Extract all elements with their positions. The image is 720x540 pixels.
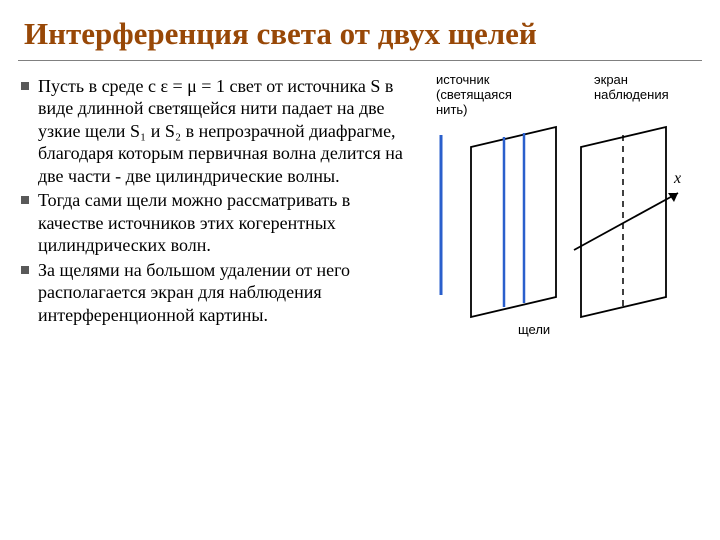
label-screen: экран наблюдения xyxy=(594,73,669,103)
page-title: Интерференция света от двух щелей xyxy=(18,12,702,61)
label-slits: щели xyxy=(518,323,550,338)
label-source: источник (светящаяся нить) xyxy=(436,73,512,118)
axis-label: x xyxy=(673,170,681,187)
figure-column: источник (светящаяся нить) экран наблюде… xyxy=(426,75,702,360)
x-axis-arrow xyxy=(574,193,678,250)
list-item: Тогда сами щели можно рассматривать в ка… xyxy=(18,189,418,257)
list-item: Пусть в среде с ε = μ = 1 свет от источн… xyxy=(18,75,418,188)
slit-plane xyxy=(471,127,556,317)
text-column: Пусть в среде с ε = μ = 1 свет от источн… xyxy=(18,75,418,360)
list-item: За щелями на большом удалении от него ра… xyxy=(18,259,418,327)
content-area: Пусть в среде с ε = μ = 1 свет от источн… xyxy=(18,75,702,360)
bullet-list: Пусть в среде с ε = μ = 1 свет от источн… xyxy=(18,75,418,327)
